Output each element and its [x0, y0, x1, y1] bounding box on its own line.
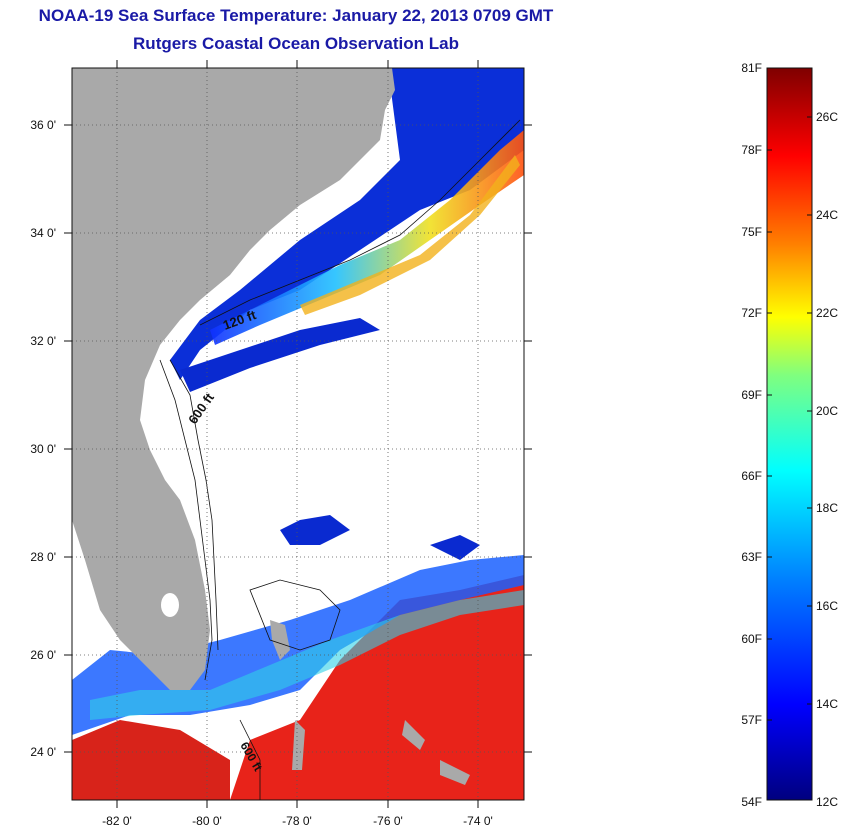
lon-label-82: -82 0' [102, 814, 132, 828]
colorbar-label-60f: 60F [741, 632, 762, 646]
gulf-stream-band [210, 130, 524, 345]
bathymetry-contours [159, 119, 521, 800]
scattered-cloud-patches [280, 515, 480, 560]
colorbar-ticks [767, 116, 812, 721]
lat-label-28: 28 0' [30, 550, 56, 564]
colorbar-label-14c: 14C [816, 697, 839, 711]
lat-label-34: 34 0' [30, 226, 56, 240]
warm-water-southwest [72, 720, 230, 800]
land-southeast-us [72, 68, 395, 690]
lake-okeechobee [161, 593, 179, 617]
colorbar-label-75f: 75F [741, 225, 762, 239]
shelf-water-north [170, 68, 524, 380]
colorbar-label-22c: 22C [816, 306, 839, 320]
lat-label-26: 26 0' [30, 648, 56, 662]
graticule [72, 68, 524, 800]
bahamas-islands [270, 620, 470, 785]
colorbar-label-57f: 57F [741, 713, 762, 727]
lon-label-76: -76 0' [373, 814, 403, 828]
colorbar-label-66f: 66F [741, 469, 762, 483]
colorbar-label-26c: 26C [816, 110, 839, 124]
map-title: NOAA-19 Sea Surface Temperature: January… [38, 6, 554, 25]
colorbar-label-54f: 54F [741, 795, 762, 809]
colorbar-label-69f: 69F [741, 388, 762, 402]
lat-label-32: 32 0' [30, 334, 56, 348]
colorbar-label-81f: 81F [741, 61, 762, 75]
tick-marks [64, 60, 532, 808]
colorbar [766, 67, 813, 801]
colorbar-label-16c: 16C [816, 599, 839, 613]
colorbar-label-24c: 24C [816, 208, 839, 222]
gulf-stream-core [300, 155, 520, 315]
lon-label-80: -80 0' [192, 814, 222, 828]
map-frame [71, 67, 525, 801]
lat-label-24: 24 0' [30, 745, 56, 759]
lat-label-36: 36 0' [30, 118, 56, 132]
colorbar-label-63f: 63F [741, 550, 762, 564]
blue-filament-south [180, 318, 380, 392]
map-subtitle: Rutgers Coastal Ocean Observation Lab [133, 34, 459, 53]
warm-front-cyan [90, 590, 524, 720]
colorbar-label-78f: 78F [741, 143, 762, 157]
lat-label-30: 30 0' [30, 442, 56, 456]
colorbar-label-12c: 12C [816, 795, 839, 809]
lon-label-78: -78 0' [282, 814, 312, 828]
sst-map-area [72, 68, 524, 800]
colorbar-label-18c: 18C [816, 501, 839, 515]
colorbar-label-20c: 20C [816, 404, 839, 418]
colorbar-label-72f: 72F [741, 306, 762, 320]
lon-label-74: -74 0' [463, 814, 493, 828]
